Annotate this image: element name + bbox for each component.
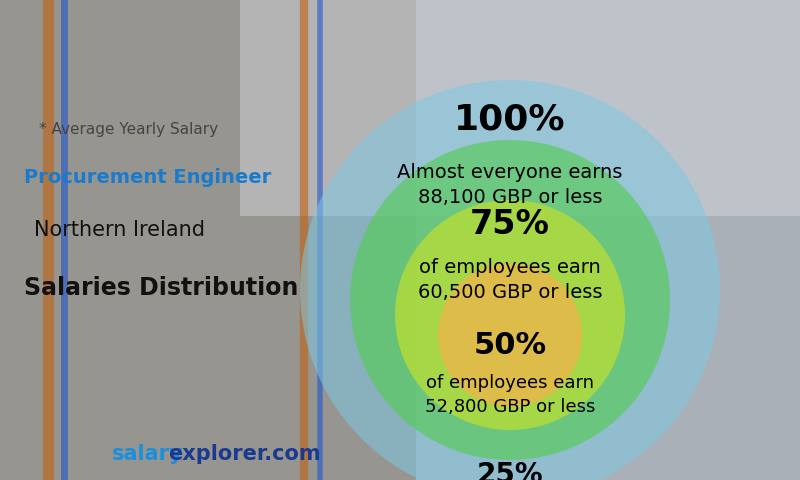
Bar	[240, 0, 800, 216]
Text: 100%: 100%	[454, 103, 566, 137]
Text: Salaries Distribution: Salaries Distribution	[24, 276, 298, 300]
Circle shape	[350, 140, 670, 460]
Text: Almost everyone earns
88,100 GBP or less: Almost everyone earns 88,100 GBP or less	[398, 163, 622, 207]
Text: 75%: 75%	[470, 208, 550, 241]
Bar	[0, 0, 416, 480]
Text: of employees earn
60,500 GBP or less: of employees earn 60,500 GBP or less	[418, 258, 602, 302]
Circle shape	[300, 80, 720, 480]
Text: * Average Yearly Salary: * Average Yearly Salary	[39, 122, 218, 137]
Text: Northern Ireland: Northern Ireland	[34, 220, 205, 240]
Text: explorer.com: explorer.com	[168, 444, 321, 464]
Text: Procurement Engineer: Procurement Engineer	[24, 168, 271, 187]
Text: of employees earn
52,800 GBP or less: of employees earn 52,800 GBP or less	[425, 374, 595, 416]
Circle shape	[438, 263, 582, 407]
Text: salary: salary	[112, 444, 184, 464]
Text: 50%: 50%	[474, 331, 546, 360]
Circle shape	[395, 200, 625, 430]
Text: 25%: 25%	[477, 461, 543, 480]
